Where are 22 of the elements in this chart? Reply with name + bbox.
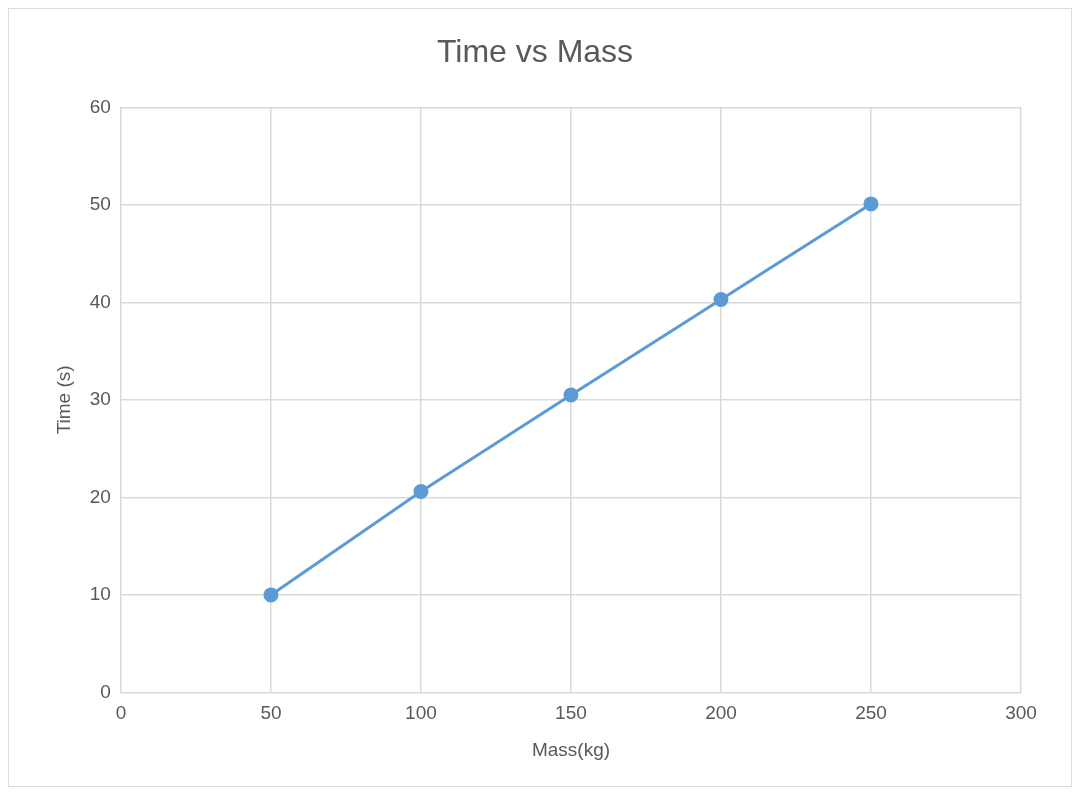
y-axis-title: Time (s) — [52, 365, 74, 435]
x-tick-label: 150 — [555, 702, 587, 724]
y-tick-label: 50 — [89, 193, 111, 215]
point — [413, 484, 429, 500]
point — [263, 587, 279, 603]
x-tick-label: 0 — [115, 702, 127, 724]
x-tick-label: 300 — [1005, 702, 1037, 724]
y-tick-label: 0 — [100, 680, 111, 702]
point — [863, 196, 879, 212]
point — [713, 291, 729, 307]
y-tick-label: 30 — [89, 388, 111, 410]
x-tick-label: 200 — [705, 702, 737, 724]
x-tick-label: 250 — [855, 702, 887, 724]
x-axis-title: Mass(kg) — [531, 738, 611, 760]
y-tick-label: 40 — [89, 290, 111, 312]
point — [563, 387, 579, 403]
chart-title: Time vs Mass — [436, 33, 634, 70]
x-tick-label: 50 — [260, 702, 282, 724]
y-tick-label: 20 — [89, 485, 111, 507]
y-tick-label: 10 — [89, 583, 111, 605]
x-tick-label: 100 — [405, 702, 437, 724]
y-tick-label: 60 — [89, 95, 111, 117]
